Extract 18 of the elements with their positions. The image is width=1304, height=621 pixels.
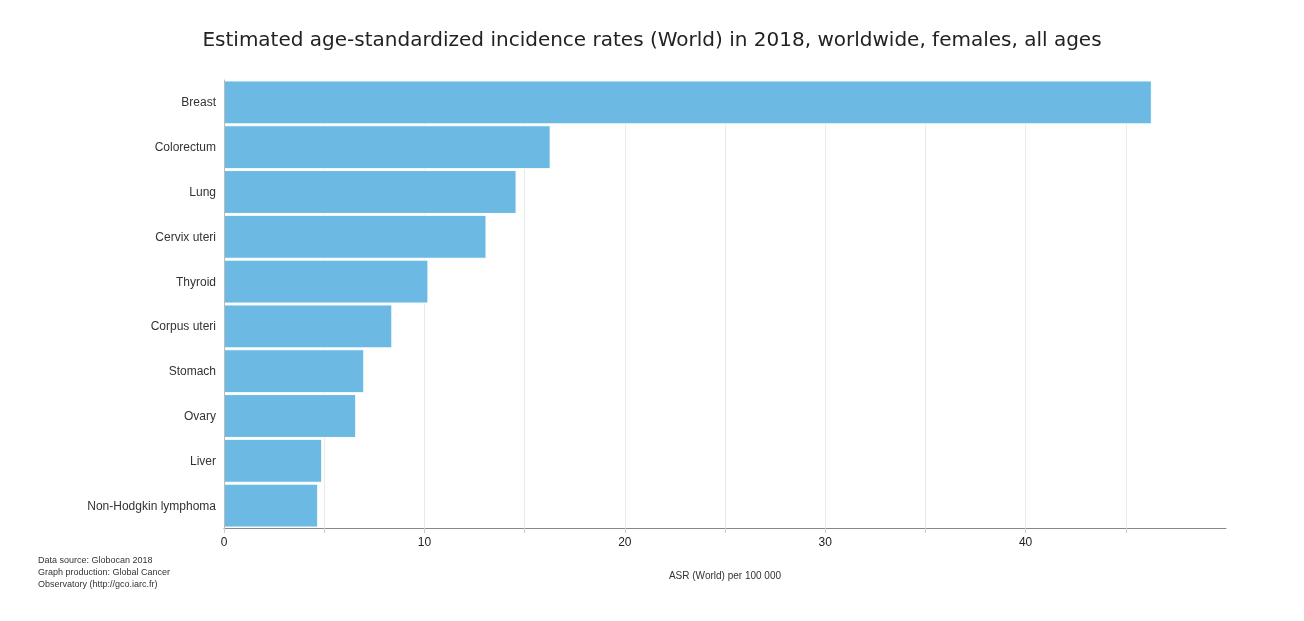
x-axis-title: ASR (World) per 100 000 <box>668 569 782 581</box>
x-tick-label: 40 <box>1018 535 1033 549</box>
y-tick-label: Non-Hodgkin lymphoma <box>87 498 217 513</box>
y-tick-label: Corpus uteri <box>150 319 216 334</box>
y-tick-label: Thyroid <box>175 274 216 289</box>
source-note: Data source: Globocan 2018 Graph production: Global Cancer Observatory (http://gco.iarc.fr) <box>38 555 171 589</box>
y-tick-label: Cervix uteri <box>155 229 216 244</box>
x-tick-label: 30 <box>818 535 833 549</box>
y-tick-label: Colorectum <box>154 140 216 155</box>
y-tick-label: Lung <box>189 185 216 199</box>
x-tick-label: 0 <box>220 535 228 549</box>
x-tick-label: 20 <box>618 535 632 549</box>
x-tick-label: 10 <box>417 535 432 549</box>
chart-title: Estimated age-standardized incidence rates (World) in 2018, worldwide, females, all ages <box>202 27 1102 51</box>
y-tick-label: Breast <box>181 95 217 110</box>
y-tick-label: Liver <box>189 453 216 468</box>
y-tick-label: Ovary <box>183 409 216 423</box>
y-tick-label: Stomach <box>168 364 216 379</box>
